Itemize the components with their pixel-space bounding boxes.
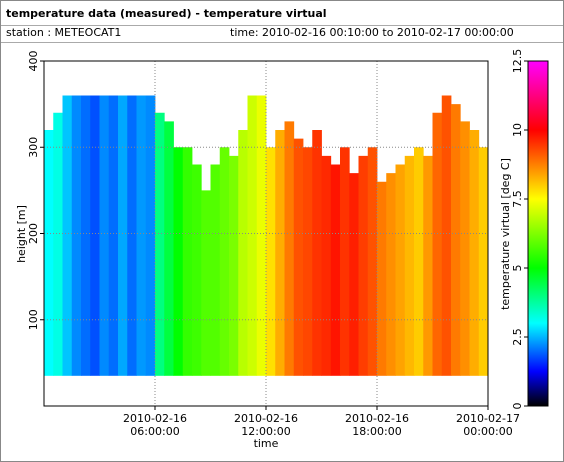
heat-cell (386, 173, 396, 376)
heat-cell (321, 155, 332, 376)
heat-cell (275, 130, 285, 376)
heat-cell (81, 95, 91, 376)
z-tick-label: 7.5 (511, 190, 524, 208)
heat-cell (340, 147, 350, 376)
z-tick-label: 0 (511, 403, 524, 410)
time-range: time: 2010-02-16 00:10:00 to 2010-02-17 … (230, 26, 514, 39)
heat-cell (173, 147, 184, 376)
heat-cell (441, 95, 452, 376)
heat-cell (303, 147, 313, 376)
heat-cell (395, 164, 406, 376)
x-tick-label: 2010-02-16 06:00:00 (123, 412, 187, 438)
heat-cell (210, 164, 221, 376)
heat-cell (423, 155, 433, 376)
heat-cell (377, 181, 387, 376)
heat-cell (266, 147, 276, 376)
heat-cell (118, 95, 128, 376)
heat-cell (469, 130, 480, 376)
heat-cell (136, 95, 147, 376)
heat-cell (127, 95, 137, 376)
heat-cell (164, 121, 174, 376)
x-tick-label: 2010-02-16 12:00:00 (234, 412, 298, 438)
heat-cell (358, 155, 369, 376)
heat-cell (414, 147, 424, 376)
plot-border (43, 60, 489, 407)
heat-cell (53, 112, 63, 376)
heat-cell (108, 95, 119, 376)
heat-cell (229, 155, 239, 376)
heat-cell (432, 112, 443, 376)
heat-cell (219, 147, 230, 376)
heat-cell (155, 112, 165, 376)
z-tick-label: 5 (511, 265, 524, 272)
heat-cell (284, 121, 295, 376)
heat-cell (44, 130, 54, 376)
heat-cell (367, 147, 378, 376)
heat-cell (330, 164, 341, 376)
heat-cell (71, 95, 82, 376)
heat-cell (238, 130, 248, 376)
heat-cell (478, 147, 489, 376)
y-tick-label: 200 (27, 223, 40, 244)
y-tick-label: 100 (27, 309, 40, 330)
z-tick-label: 12.5 (511, 49, 524, 74)
x-tick-label: 2010-02-17 00:00:00 (456, 412, 520, 438)
heat-cell (312, 130, 322, 376)
heat-cell (182, 147, 193, 376)
heat-cell (201, 190, 211, 376)
station: station : METEOCAT1 (6, 26, 121, 39)
heat-cell (256, 95, 267, 376)
heat-cell (192, 164, 202, 376)
heat-cell (62, 95, 73, 376)
heat-cell (99, 95, 110, 376)
heat-cell (451, 104, 461, 376)
y-label: height [m] (15, 205, 28, 263)
z-tick-label: 2.5 (511, 328, 524, 346)
heat-cell (349, 173, 359, 376)
colorbar (527, 60, 549, 407)
title: temperature data (measured) - temperatur… (6, 7, 327, 20)
z-tick-label: 10 (511, 123, 524, 137)
heat-cell (145, 95, 156, 376)
heat-cell (247, 95, 258, 376)
heat-cell (404, 155, 415, 376)
x-tick-label: 2010-02-16 18:00:00 (345, 412, 409, 438)
heat-cell (293, 138, 304, 376)
y-tick-label: 300 (27, 137, 40, 158)
heat-cell (460, 121, 470, 376)
z-label: temperature virtual [deg C] (499, 158, 512, 310)
y-tick-label: 400 (27, 51, 40, 72)
x-label: time (254, 437, 279, 450)
heat-cell (90, 95, 100, 376)
